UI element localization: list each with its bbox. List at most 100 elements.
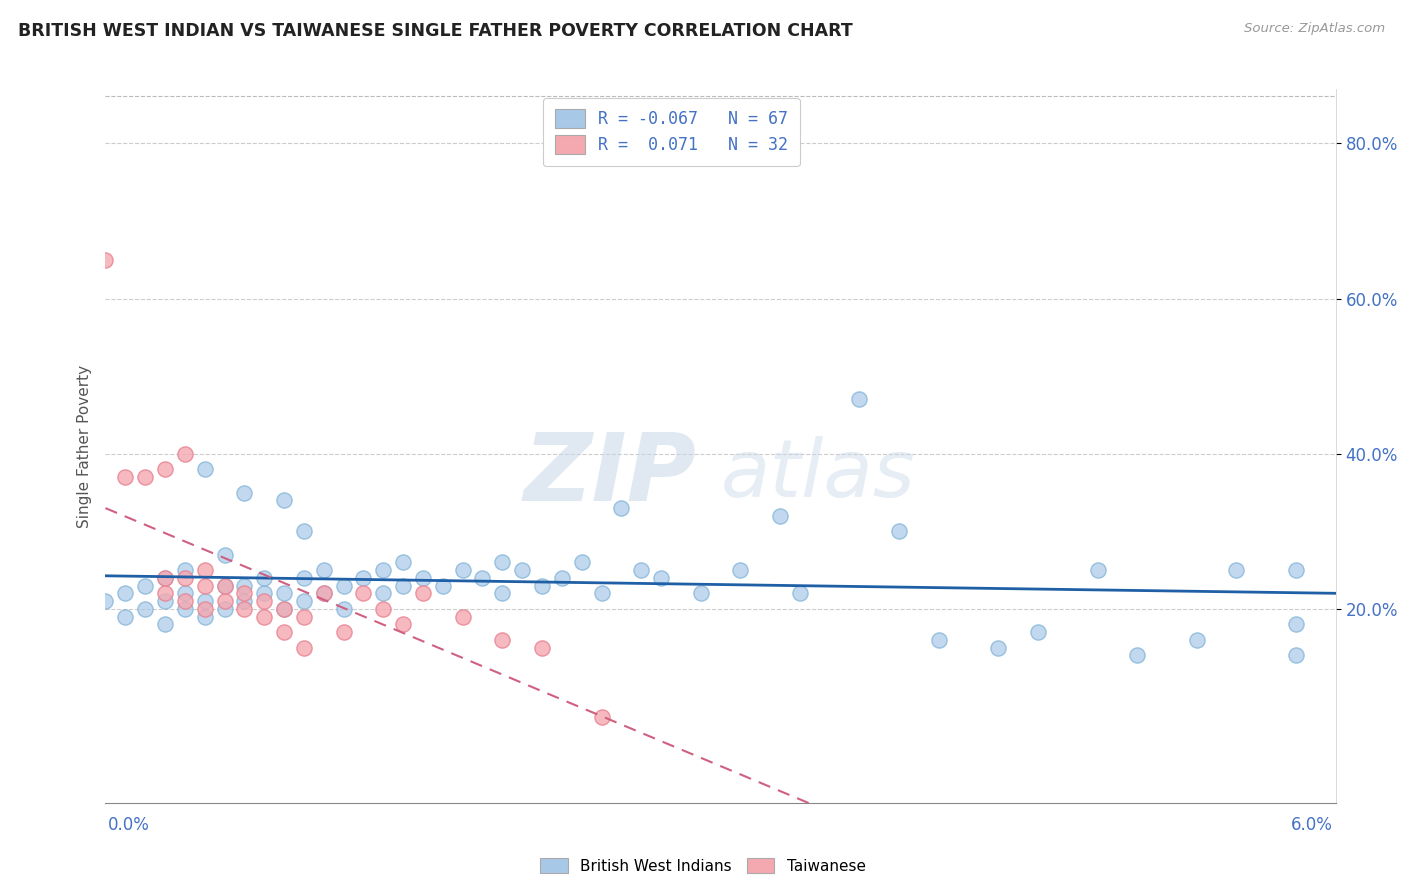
Point: [233, 602, 256, 616]
Point: [730, 563, 752, 577]
Point: [292, 640, 315, 655]
Point: [432, 579, 454, 593]
Point: [214, 602, 236, 616]
Point: [153, 571, 176, 585]
Point: [153, 586, 176, 600]
Legend: R = -0.067   N = 67, R =  0.071   N = 32: R = -0.067 N = 67, R = 0.071 N = 32: [543, 97, 800, 166]
Point: [789, 586, 811, 600]
Point: [134, 470, 156, 484]
Point: [114, 586, 136, 600]
Point: [392, 555, 415, 569]
Point: [451, 609, 474, 624]
Point: [273, 602, 295, 616]
Point: [173, 602, 195, 616]
Point: [1126, 648, 1149, 663]
Point: [392, 617, 415, 632]
Point: [194, 563, 217, 577]
Point: [292, 571, 315, 585]
Point: [253, 571, 276, 585]
Point: [571, 555, 593, 569]
Point: [292, 609, 315, 624]
Point: [1285, 648, 1308, 663]
Point: [194, 462, 217, 476]
Point: [273, 586, 295, 600]
Point: [134, 602, 156, 616]
Y-axis label: Single Father Poverty: Single Father Poverty: [76, 365, 91, 527]
Point: [173, 594, 195, 608]
Point: [173, 571, 195, 585]
Point: [373, 563, 395, 577]
Point: [214, 579, 236, 593]
Point: [194, 579, 217, 593]
Point: [471, 571, 494, 585]
Point: [1285, 563, 1308, 577]
Point: [491, 586, 513, 600]
Point: [630, 563, 652, 577]
Point: [412, 571, 434, 585]
Point: [591, 586, 613, 600]
Point: [551, 571, 574, 585]
Point: [332, 602, 354, 616]
Point: [194, 594, 217, 608]
Point: [292, 594, 315, 608]
Point: [610, 501, 633, 516]
Point: [134, 579, 156, 593]
Point: [114, 470, 136, 484]
Point: [1026, 625, 1049, 640]
Legend: British West Indians, Taiwanese: British West Indians, Taiwanese: [534, 852, 872, 880]
Point: [451, 563, 474, 577]
Point: [292, 524, 315, 539]
Point: [94, 594, 117, 608]
Point: [194, 602, 217, 616]
Point: [591, 710, 613, 724]
Point: [1185, 632, 1208, 647]
Point: [153, 617, 176, 632]
Point: [412, 586, 434, 600]
Point: [94, 252, 117, 267]
Point: [173, 563, 195, 577]
Point: [273, 625, 295, 640]
Point: [352, 586, 374, 600]
Point: [214, 579, 236, 593]
Point: [114, 609, 136, 624]
Point: [233, 586, 256, 600]
Point: [153, 462, 176, 476]
Point: [530, 640, 553, 655]
Point: [214, 548, 236, 562]
Point: [273, 493, 295, 508]
Point: [928, 632, 950, 647]
Point: [1225, 563, 1247, 577]
Text: BRITISH WEST INDIAN VS TAIWANESE SINGLE FATHER POVERTY CORRELATION CHART: BRITISH WEST INDIAN VS TAIWANESE SINGLE …: [18, 22, 853, 40]
Point: [689, 586, 711, 600]
Point: [650, 571, 672, 585]
Point: [530, 579, 553, 593]
Point: [253, 609, 276, 624]
Text: 6.0%: 6.0%: [1291, 816, 1333, 834]
Text: ZIP: ZIP: [523, 428, 696, 521]
Point: [392, 579, 415, 593]
Point: [312, 563, 335, 577]
Point: [312, 586, 335, 600]
Point: [312, 586, 335, 600]
Point: [194, 609, 217, 624]
Point: [214, 594, 236, 608]
Point: [373, 586, 395, 600]
Point: [352, 571, 374, 585]
Point: [332, 579, 354, 593]
Point: [233, 594, 256, 608]
Point: [173, 447, 195, 461]
Point: [769, 508, 792, 523]
Point: [491, 632, 513, 647]
Point: [153, 594, 176, 608]
Point: [233, 485, 256, 500]
Text: atlas: atlas: [721, 435, 915, 514]
Text: 0.0%: 0.0%: [108, 816, 150, 834]
Point: [1285, 617, 1308, 632]
Point: [1087, 563, 1109, 577]
Text: Source: ZipAtlas.com: Source: ZipAtlas.com: [1244, 22, 1385, 36]
Point: [253, 594, 276, 608]
Point: [153, 571, 176, 585]
Point: [510, 563, 533, 577]
Point: [987, 640, 1010, 655]
Point: [332, 625, 354, 640]
